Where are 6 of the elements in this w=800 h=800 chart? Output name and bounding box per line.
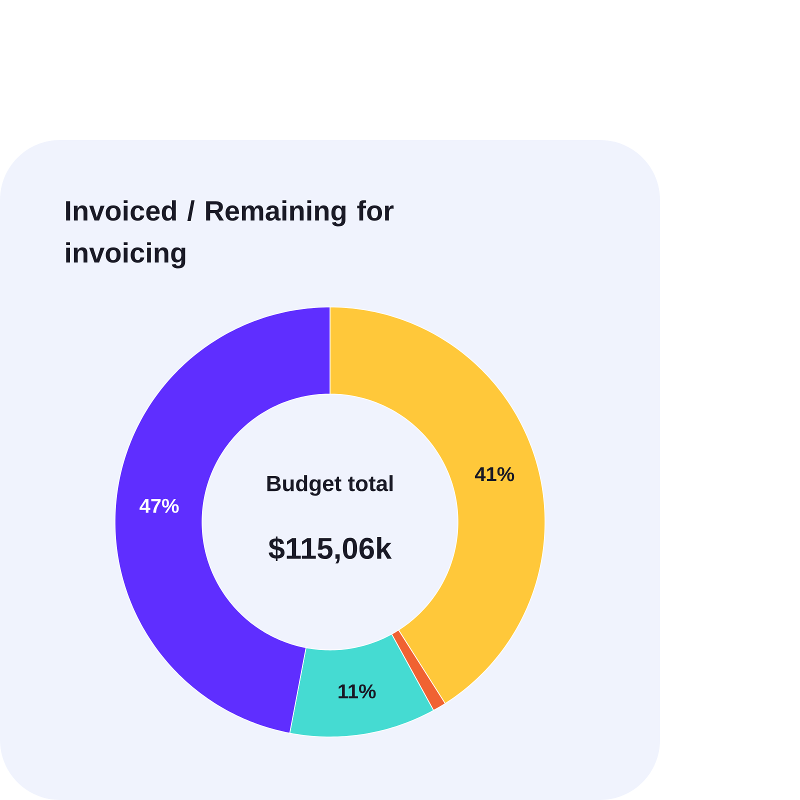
data-label: 11% [338,684,376,698]
data-label: 47% [140,498,179,513]
text: Budget total [267,475,393,496]
data-label: 41% [474,467,514,482]
chart-title: Invoiced / Remaining for invoicing [66,200,394,268]
text: $115,06k [268,536,392,564]
